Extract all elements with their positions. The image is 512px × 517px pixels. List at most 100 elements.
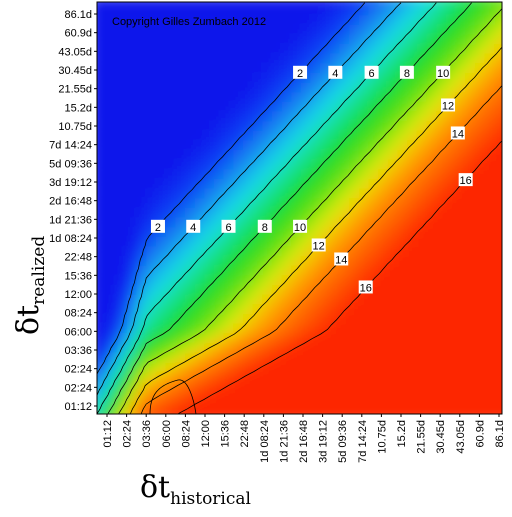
plot-frame <box>96 1 503 415</box>
heat-cell <box>494 284 502 299</box>
heat-cell <box>281 410 296 414</box>
heat-cell <box>494 140 502 155</box>
heat-cell <box>175 410 190 414</box>
heat-cell <box>494 323 502 338</box>
heat-cell <box>504 227 512 241</box>
heat-cell <box>494 53 502 68</box>
x-tick-label: 22:48 <box>239 420 251 448</box>
heat-cell <box>494 63 502 78</box>
heat-cell <box>504 34 512 48</box>
heat-cell <box>252 410 267 414</box>
y-axis-label-symbol: δt <box>11 305 46 335</box>
x-tick-label: 43.05d <box>455 420 467 454</box>
heat-cell <box>387 410 402 414</box>
heat-cell <box>504 266 512 280</box>
y-tick-label: 12:00 <box>64 289 92 301</box>
contour-label: 2 <box>293 65 308 80</box>
contour-label: 14 <box>450 126 465 140</box>
heat-cell <box>504 25 512 39</box>
x-tick-label: 86.1d <box>494 420 506 448</box>
heat-cell <box>416 410 431 414</box>
contour-label-bg <box>358 280 373 294</box>
x-tick-label: 02:24 <box>122 420 134 448</box>
contour-label: 14 <box>334 252 349 266</box>
y-tick-label: 02:24 <box>64 364 92 376</box>
svg-text:δtrealized: δtrealized <box>11 236 49 335</box>
heat-cell <box>165 410 180 414</box>
heat-cell <box>242 410 257 414</box>
heat-cell <box>504 295 512 309</box>
heat-cell <box>504 5 512 19</box>
y-axis-label-subscript: realized <box>29 236 49 305</box>
heat-cell <box>494 246 502 261</box>
heat-cell <box>494 207 502 222</box>
heat-cell <box>504 102 512 116</box>
contour-label: 4 <box>328 65 343 80</box>
heat-cell <box>504 73 512 87</box>
contour-label-bg <box>293 65 308 79</box>
y-tick-label: 2d 16:48 <box>49 196 92 208</box>
contour-label: 6 <box>221 219 236 234</box>
heat-cell <box>504 246 512 260</box>
heat-cell <box>494 15 502 30</box>
contour-label-text: 4 <box>190 222 196 234</box>
y-tick-label: 5d 09:36 <box>49 158 92 170</box>
contour-label: 12 <box>311 238 326 252</box>
heat-cell <box>504 217 512 231</box>
heat-cell <box>494 410 502 414</box>
heat-cell <box>494 371 502 386</box>
heat-cell <box>474 410 489 414</box>
contour-label-bg <box>186 219 201 233</box>
heat-cell <box>494 121 502 136</box>
contour-label-bg <box>458 173 473 187</box>
contour-label-bg <box>328 65 343 79</box>
heat-cell <box>358 410 373 414</box>
heat-cell <box>494 342 502 357</box>
x-tick-label: 06:00 <box>161 420 173 448</box>
y-tick-label: 86.1d <box>64 9 92 21</box>
heat-cell <box>494 217 502 232</box>
heat-cell <box>494 178 502 193</box>
heat-cell <box>494 198 502 213</box>
contour-label: 16 <box>458 173 473 187</box>
heat-cell <box>504 54 512 68</box>
contour-label-bg <box>293 219 308 233</box>
heat-cell <box>504 150 512 164</box>
y-tick-label: 3d 19:12 <box>49 177 92 189</box>
heat-cell <box>494 265 502 280</box>
contour-label-bg <box>221 219 236 233</box>
x-axis-label: δthistorical <box>140 470 251 509</box>
heat-cell <box>262 410 277 414</box>
heat-cell <box>494 227 502 242</box>
heat-cell <box>504 189 512 203</box>
contour-label-text: 16 <box>460 175 472 187</box>
x-tick-label: 7d 14:24 <box>357 420 369 463</box>
heat-cell <box>455 410 470 414</box>
y-tick-label: 01:12 <box>64 401 92 413</box>
heat-cell <box>504 121 512 135</box>
y-tick-label: 08:24 <box>64 308 92 320</box>
heat-cell <box>407 410 422 414</box>
heat-cell <box>494 304 502 319</box>
heat-cell <box>494 130 502 145</box>
heat-cell <box>194 410 209 414</box>
contour-label: 12 <box>441 98 456 112</box>
heat-cell <box>504 92 512 106</box>
contour-label-text: 16 <box>360 282 372 294</box>
contour-label-bg <box>441 98 456 112</box>
copyright-annotation: Copyright Gilles Zumbach 2012 <box>112 16 266 28</box>
contour-label-bg <box>334 252 349 266</box>
heat-cell <box>310 410 325 414</box>
heat-cell <box>504 391 512 405</box>
heat-cell <box>504 131 512 145</box>
heat-cell <box>504 237 512 251</box>
heat-cell <box>300 410 315 414</box>
x-tick-label: 60.9d <box>474 420 486 448</box>
y-tick-label: 15:36 <box>64 270 92 282</box>
x-tick-label: 15.2d <box>396 420 408 448</box>
contour-label-text: 4 <box>332 68 338 80</box>
contour-label-text: 12 <box>313 240 325 252</box>
heat-cell <box>320 410 335 414</box>
heat-cell <box>233 410 248 414</box>
